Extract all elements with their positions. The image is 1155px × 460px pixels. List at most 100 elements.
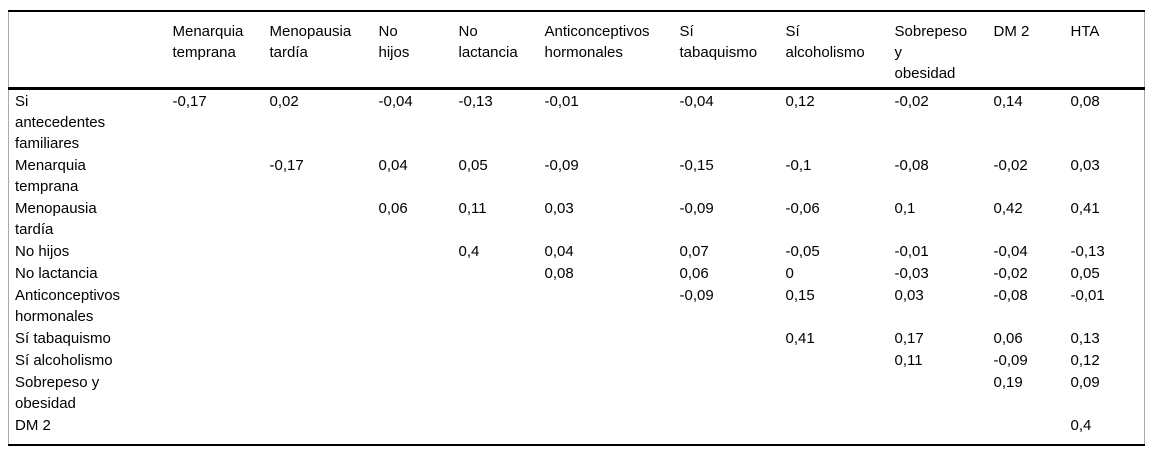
table-row: Sí tabaquismo 0,41 0,17 0,06 0,13 (9, 327, 1145, 349)
table-row: Sobrepeso y obesidad 0,19 0,09 (9, 371, 1145, 414)
table-header: Menarquia temprana Menopausia tardía No hi… (8, 11, 1145, 90)
value-cell: -0,13 (458, 92, 493, 110)
value-cell: -0,04 (993, 242, 1028, 260)
value-cell (379, 262, 459, 284)
table-row: Sí alcoholismo 0,11 -0,09 0,12 (9, 349, 1145, 371)
header-row: Menarquia temprana Menopausia tardía No hi… (8, 11, 1145, 90)
table-row: Menarquia temprana -0,17 0,04 0,05 -0,09 -0,1… (9, 154, 1145, 197)
value-cell (680, 414, 786, 445)
value-cell: 0,05 (458, 156, 488, 174)
value-cell: -0,06 (785, 199, 820, 217)
value-cell: -0,17 (172, 92, 207, 110)
value-cell: 0,08 (544, 264, 574, 282)
value-cell: -0,1 (785, 156, 812, 174)
value-cell (379, 371, 459, 414)
column-header: No lactancia (458, 11, 545, 90)
correlation-table: Menarquia temprana Menopausia tardía No hi… (8, 10, 1145, 446)
column-header: Sobrepeso y obesidad (894, 11, 994, 90)
value-cell (786, 414, 895, 445)
value-cell: 0,11 (894, 351, 923, 369)
value-cell: 0,13 (1070, 329, 1100, 347)
table-row: Anticonceptivos hormonales -0,09 0,15 0,03 -… (9, 284, 1145, 327)
row-header: DM 2 (15, 416, 51, 434)
value-cell: 0,02 (269, 92, 299, 110)
value-cell (379, 414, 459, 445)
value-cell: 0,05 (1070, 264, 1100, 282)
value-cell: -0,01 (544, 92, 579, 110)
value-cell: 0,12 (1070, 351, 1100, 369)
value-cell: -0,09 (679, 286, 714, 304)
value-cell (545, 414, 680, 445)
value-cell: -0,01 (1070, 286, 1105, 304)
value-cell (173, 197, 270, 240)
value-cell (173, 154, 270, 197)
value-cell (173, 414, 270, 445)
row-header: Sobrepeso y obesidad (15, 373, 100, 412)
value-cell (379, 349, 459, 371)
value-cell (459, 327, 545, 349)
value-cell: 0,03 (894, 286, 924, 304)
corner-cell (8, 11, 173, 90)
value-cell: -0,17 (269, 156, 304, 174)
value-cell (270, 284, 379, 327)
row-header: No hijos (15, 242, 70, 260)
value-cell: 0,41 (1070, 199, 1100, 217)
value-cell: -0,09 (544, 156, 579, 174)
value-cell (270, 262, 379, 284)
column-header: No hijos (378, 11, 459, 90)
value-cell (545, 284, 680, 327)
value-cell: -0,15 (679, 156, 714, 174)
row-header: Menarquia temprana (15, 156, 86, 195)
table-row: No hijos 0,4 0,04 0,07 -0,05 -0,01 -0,04 -0,13 (9, 240, 1145, 262)
column-header: Sí alcoholismo (785, 11, 895, 90)
value-cell: -0,09 (993, 351, 1028, 369)
value-cell (786, 349, 895, 371)
table-body: Si antecedentes familiares -0,17 0,02 -0,04… (9, 88, 1145, 445)
value-cell (379, 284, 459, 327)
value-cell (895, 414, 994, 445)
value-cell: -0,04 (679, 92, 714, 110)
value-cell (545, 349, 680, 371)
row-header: Menopausia tardía (15, 199, 97, 238)
value-cell (173, 327, 270, 349)
value-cell: 0,41 (785, 329, 815, 347)
value-cell: -0,02 (894, 92, 929, 110)
column-header: HTA (1070, 11, 1145, 90)
value-cell: 0,04 (378, 156, 408, 174)
value-cell: 0,11 (458, 199, 487, 217)
value-cell: 0,03 (544, 199, 574, 217)
value-cell (173, 240, 270, 262)
column-header: Menopausia tardía (269, 11, 379, 90)
value-cell: 0,06 (993, 329, 1023, 347)
value-cell (270, 327, 379, 349)
value-cell: 0,06 (679, 264, 709, 282)
value-cell (270, 349, 379, 371)
column-header: Menarquia temprana (172, 11, 270, 90)
value-cell: -0,08 (894, 156, 929, 174)
row-header: Si antecedentes familiares (15, 92, 106, 152)
value-cell (173, 349, 270, 371)
value-cell: -0,02 (993, 264, 1028, 282)
value-cell: 0,4 (458, 242, 480, 260)
value-cell: -0,08 (993, 286, 1028, 304)
value-cell (270, 371, 379, 414)
value-cell (459, 284, 545, 327)
value-cell (379, 327, 459, 349)
value-cell (895, 371, 994, 414)
value-cell (459, 349, 545, 371)
value-cell: 0,09 (1070, 373, 1100, 391)
value-cell (173, 262, 270, 284)
table-row: Menopausia tardía 0,06 0,11 0,03 -0,09 -0,06 0… (9, 197, 1145, 240)
value-cell: -0,03 (894, 264, 929, 282)
value-cell (680, 371, 786, 414)
value-cell (270, 240, 379, 262)
row-header: No lactancia (15, 264, 98, 282)
value-cell: 0,15 (785, 286, 815, 304)
value-cell (173, 371, 270, 414)
value-cell (786, 371, 895, 414)
row-header: Anticonceptivos hormonales (15, 286, 121, 325)
value-cell (545, 371, 680, 414)
value-cell: 0 (785, 264, 794, 282)
table-row: No lactancia 0,08 0,06 0 -0,03 -0,02 0,05 (9, 262, 1145, 284)
